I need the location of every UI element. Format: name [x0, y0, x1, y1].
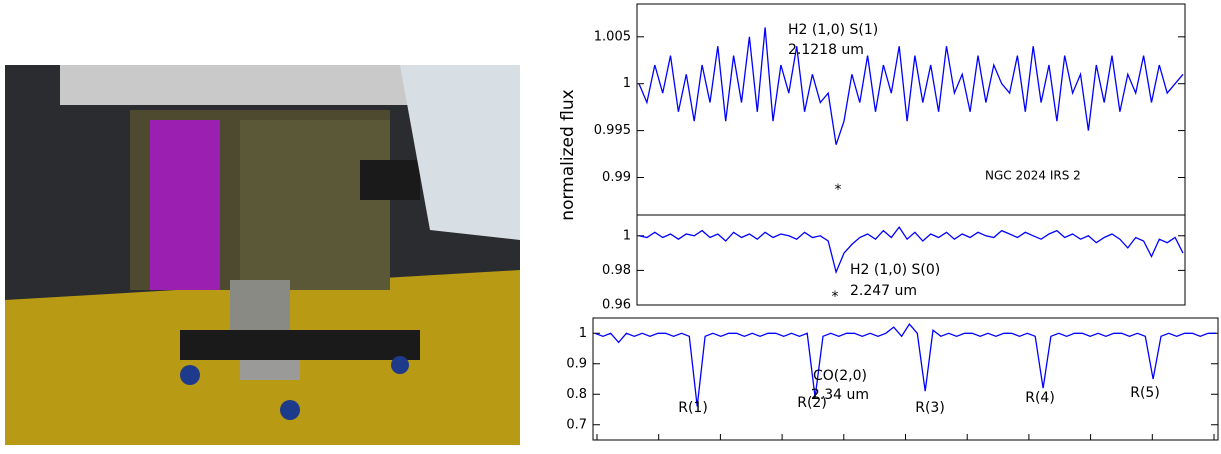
- y-axis-label: normalized flux: [558, 89, 578, 220]
- annotation: 2.1218 um: [788, 42, 864, 58]
- y-tick-label: 1: [623, 228, 631, 243]
- y-tick-label: 1.005: [594, 29, 631, 44]
- annotation: *: [835, 182, 842, 198]
- y-tick-label: 0.995: [594, 123, 631, 138]
- plot-frame: [636, 3, 1186, 216]
- annotation: R(1): [678, 400, 708, 416]
- y-tick-label: 0.8: [566, 387, 587, 402]
- annotation: R(5): [1130, 385, 1160, 401]
- plot-frame: [592, 317, 1219, 441]
- annotation: R(3): [915, 400, 945, 416]
- y-tick-label: 0.96: [602, 298, 631, 313]
- annotation: CO(2,0): [813, 368, 867, 384]
- y-tick-label: 0.99: [602, 170, 631, 185]
- annotation: 2.247 um: [850, 283, 917, 299]
- annotation: R(4): [1025, 390, 1055, 406]
- annotation: H2 (1,0) S(0): [850, 262, 940, 278]
- spectrum-line: [638, 225, 1184, 275]
- annotation: H2 (1,0) S(1): [788, 22, 878, 38]
- plot-frame: [636, 214, 1186, 306]
- y-tick-label: 0.9: [566, 356, 587, 371]
- y-tick-label: 1: [579, 326, 587, 341]
- y-tick-label: 1: [623, 76, 631, 91]
- annotation: NGC 2024 IRS 2: [985, 169, 1081, 183]
- y-tick-label: 0.98: [602, 263, 631, 278]
- spectrum-line: [638, 27, 1184, 145]
- photo: [5, 65, 520, 445]
- y-tick-label: 0.7: [566, 417, 587, 432]
- annotation: 2.34 um: [811, 387, 869, 403]
- spectrum-line: [594, 323, 1216, 407]
- annotation: R(2): [797, 395, 827, 411]
- annotation: *: [832, 289, 839, 305]
